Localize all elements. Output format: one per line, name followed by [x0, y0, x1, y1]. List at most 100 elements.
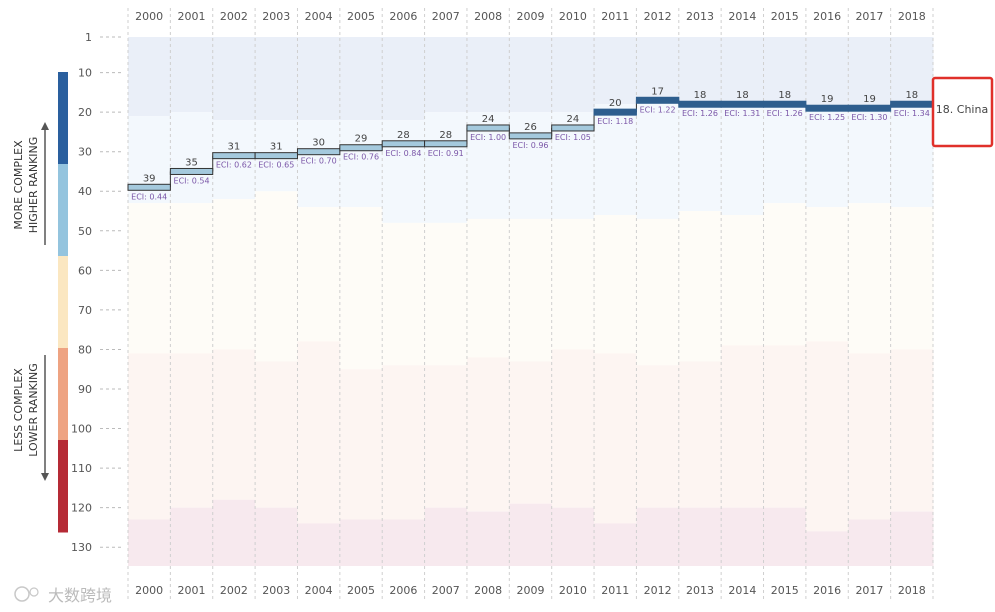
bottom-year-label: 2008: [474, 584, 502, 597]
band-2-2015: [763, 104, 807, 204]
top-year-label: 2006: [389, 10, 417, 23]
watermark: 大数跨境: [14, 586, 112, 605]
bottom-year-label: 2016: [813, 584, 841, 597]
band-4-2004: [297, 341, 341, 524]
rank-value-label: 18: [905, 90, 918, 101]
band-4-2005: [339, 369, 383, 520]
eci-value-label: ECI: 0.84: [385, 149, 421, 158]
band-1-2013: [678, 37, 722, 105]
top-year-label: 2000: [135, 10, 163, 23]
band-5-2014: [721, 507, 765, 566]
band-2-2002: [212, 120, 256, 200]
band-4-2002: [212, 349, 256, 500]
eci-value-label: ECI: 0.70: [301, 157, 337, 166]
rank-value-label: 19: [863, 94, 876, 105]
band-2-2001: [170, 112, 214, 204]
band-3-2005: [339, 207, 383, 370]
bottom-year-label: 2010: [559, 584, 587, 597]
rank-value-label: 19: [821, 94, 834, 105]
side-label-more-complex: MORE COMPLEX: [12, 140, 25, 230]
rank-segment-2005: [339, 144, 383, 152]
y-tick-label: 30: [78, 146, 92, 159]
band-2-2014: [721, 104, 765, 215]
band-5-2007: [424, 507, 468, 566]
rank-segment-2002: [212, 152, 256, 160]
band-1-2000: [128, 37, 171, 117]
watermark-logo-icon: [14, 586, 30, 602]
eci-value-label: ECI: 1.26: [767, 109, 803, 118]
rank-segment-2014: [720, 100, 765, 108]
side-color-segment: [58, 164, 68, 257]
y-tick-label: 100: [71, 423, 92, 436]
band-2-2007: [424, 112, 468, 223]
rank-segment-2017: [847, 104, 892, 112]
y-tick-label: 120: [71, 502, 92, 515]
band-4-2016: [805, 341, 849, 532]
band-5-2002: [212, 499, 256, 566]
eci-value-label: ECI: 0.54: [174, 176, 210, 185]
band-3-2002: [212, 199, 256, 350]
bottom-year-label: 2011: [601, 584, 629, 597]
country-callout-label: 18. China: [936, 103, 988, 116]
bottom-year-label: 2012: [644, 584, 672, 597]
rank-value-label: 20: [609, 98, 622, 109]
band-1-2003: [255, 37, 298, 121]
rank-value-label: 31: [270, 142, 283, 153]
bottom-year-label: 2002: [220, 584, 248, 597]
band-1-2008: [466, 37, 510, 113]
band-3-2010: [551, 218, 595, 350]
eci-value-label: ECI: 0.62: [216, 161, 252, 170]
band-5-2011: [594, 523, 637, 566]
rank-segment-2009: [508, 132, 553, 140]
watermark-logo-icon-inner: [29, 587, 39, 597]
top-year-label: 2012: [644, 10, 672, 23]
band-2-2018: [890, 104, 934, 208]
band-5-2003: [255, 507, 298, 566]
band-2-2005: [339, 120, 383, 208]
bottom-year-label: 2004: [305, 584, 333, 597]
rank-segment-2006: [381, 140, 426, 148]
rank-segment-2012: [635, 96, 680, 104]
band-2-2017: [848, 104, 892, 204]
y-tick-label: 80: [78, 343, 92, 356]
eci-value-label: ECI: 1.34: [894, 109, 930, 118]
bottom-year-label: 2013: [686, 584, 714, 597]
rank-value-label: 31: [228, 142, 241, 153]
band-3-2018: [890, 207, 934, 350]
y-tick-label: 110: [71, 462, 92, 475]
y-tick-label: 20: [78, 106, 92, 119]
top-year-label: 2002: [220, 10, 248, 23]
side-label-less-complex: LESS COMPLEX: [12, 368, 25, 452]
rank-segment-2008: [466, 124, 510, 132]
down-arrow-icon: [41, 473, 49, 481]
eci-value-label: ECI: 0.65: [258, 161, 294, 170]
bottom-year-label: 2007: [432, 584, 460, 597]
bottom-year-label: 2009: [517, 584, 545, 597]
eci-value-label: ECI: 1.00: [470, 133, 506, 142]
rank-value-label: 30: [312, 138, 325, 149]
band-5-2015: [763, 507, 807, 566]
band-3-2011: [594, 214, 637, 354]
band-2-2004: [297, 120, 341, 208]
rank-value-label: 39: [143, 173, 156, 184]
band-1-2009: [509, 37, 553, 113]
band-4-2007: [424, 365, 468, 508]
band-5-2008: [466, 511, 510, 566]
band-5-2010: [551, 507, 595, 566]
country-callout-box: [931, 76, 994, 148]
band-5-2006: [382, 519, 426, 566]
top-year-label: 2008: [474, 10, 502, 23]
band-1-2011: [594, 37, 637, 105]
bottom-year-label: 2014: [728, 584, 756, 597]
eci-value-label: ECI: 0.76: [343, 153, 379, 162]
band-5-2005: [339, 519, 383, 566]
eci-value-label: ECI: 1.25: [809, 113, 845, 122]
eci-value-label: ECI: 0.91: [428, 149, 464, 158]
band-1-2014: [721, 37, 765, 105]
top-year-label: 2003: [262, 10, 290, 23]
band-3-2013: [678, 211, 722, 362]
side-label-lower-ranking: LOWER RANKING: [27, 363, 40, 457]
side-color-segment: [58, 440, 68, 533]
band-3-2017: [848, 203, 892, 354]
band-1-2016: [805, 37, 849, 105]
